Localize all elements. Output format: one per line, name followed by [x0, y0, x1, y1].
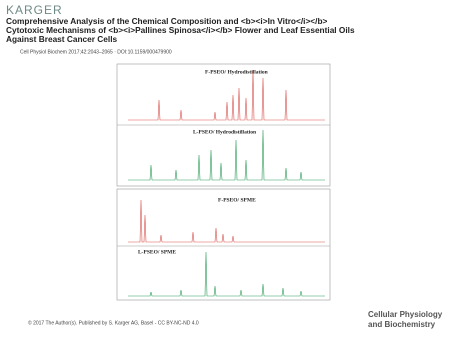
- panel-label: F-PSEO/ Hydrodistillation: [205, 69, 268, 75]
- chromatogram: [128, 199, 325, 243]
- chromatogram: [128, 251, 325, 297]
- title-line: Cytotoxic Mechanisms of <b><i>Pallines S…: [6, 25, 355, 35]
- figure-bottom: F-PSEO/ SPME L-PSEO/ SPME: [116, 188, 331, 301]
- chromatogram: [128, 69, 325, 121]
- panel-label: F-PSEO/ SPME: [218, 197, 256, 203]
- citation: Cell Physiol Biochem 2017;42:2043–2065 ·…: [20, 49, 172, 55]
- title-line: Comprehensive Analysis of the Chemical C…: [6, 16, 328, 26]
- panel-label: L-PSEO/ Hydrodistillation: [193, 129, 256, 135]
- journal-logo: Cellular Physiology: [368, 310, 443, 319]
- publisher-logo: KARGER: [6, 3, 63, 17]
- frame: [116, 188, 331, 301]
- copyright: © 2017 The Author(s). Published by S. Ka…: [28, 319, 199, 326]
- title-line: Against Breast Cancer Cells: [6, 34, 118, 44]
- panel-label: L-PSEO/ SPME: [138, 249, 176, 255]
- chromatogram: [128, 129, 325, 181]
- figure-top: F-PSEO/ Hydrodistillation L-PSEO/ Hydrod…: [116, 63, 331, 187]
- journal-logo: and Biochemistry: [368, 320, 436, 329]
